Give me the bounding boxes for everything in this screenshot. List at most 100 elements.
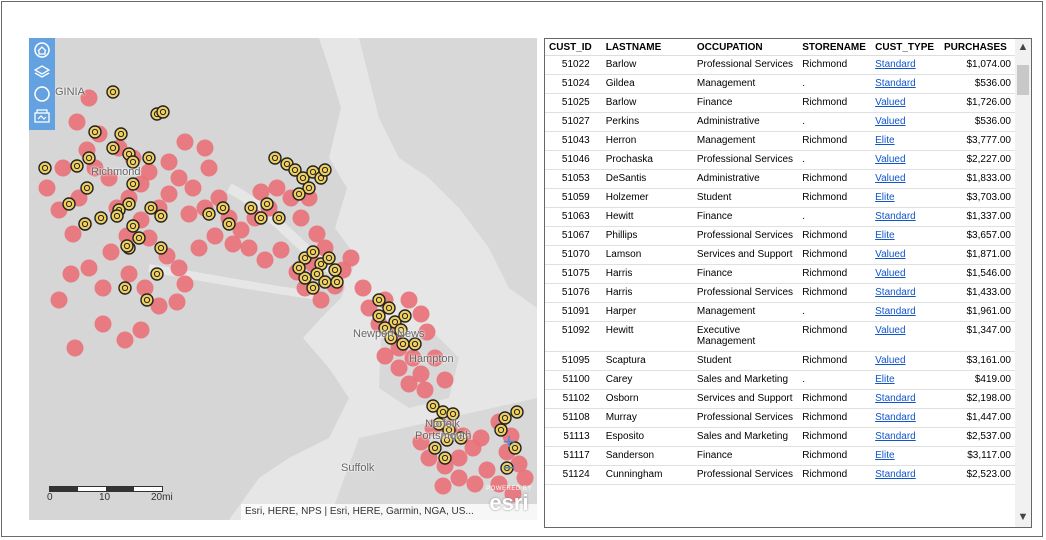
customer-cluster-point[interactable]	[416, 381, 434, 399]
customer-cluster-point[interactable]	[160, 185, 178, 203]
customer-cluster-point[interactable]	[132, 321, 150, 339]
customer-marker[interactable]	[82, 151, 96, 165]
cust-type-link[interactable]: Elite	[875, 230, 895, 241]
customer-marker[interactable]	[436, 405, 450, 419]
cust-type-link[interactable]: Valued	[875, 355, 906, 366]
customer-marker[interactable]	[260, 197, 274, 211]
customer-cluster-point[interactable]	[170, 169, 188, 187]
cell-cust-type[interactable]: Elite	[871, 188, 941, 208]
customer-cluster-point[interactable]	[102, 243, 120, 261]
customer-marker[interactable]	[88, 125, 102, 139]
cust-type-link[interactable]: Valued	[875, 249, 906, 260]
table-row[interactable]: 51025 Barlow Finance Richmond Valued $1,726.0…	[545, 93, 1015, 113]
customer-cluster-point[interactable]	[404, 349, 422, 367]
customer-marker[interactable]	[298, 271, 312, 285]
customer-cluster-point[interactable]	[252, 183, 270, 201]
map-view[interactable]: GINIA Richmond Newport News Hampton Norf…	[29, 38, 537, 520]
customer-cluster-point[interactable]	[200, 159, 218, 177]
customer-clusters[interactable]	[29, 38, 537, 520]
customer-marker[interactable]	[426, 399, 440, 413]
column-header-cust-id[interactable]: CUST_ID	[545, 39, 602, 56]
table-row[interactable]: 51027 Perkins Administrative. Valued $536.00	[545, 112, 1015, 132]
customer-marker[interactable]	[398, 309, 412, 323]
customer-cluster-point[interactable]	[206, 227, 224, 245]
cust-type-link[interactable]: Valued	[875, 154, 906, 165]
map-attribution[interactable]: Esri, HERE, NPS | Esri, HERE, Garmin, NG…	[241, 504, 537, 520]
cust-type-link[interactable]: Standard	[875, 59, 916, 70]
table-row[interactable]: 51117 Sanderson Finance Richmond Elite $3,117…	[545, 446, 1015, 466]
customer-cluster-point[interactable]	[412, 305, 430, 323]
customer-marker[interactable]	[120, 239, 134, 253]
customer-cluster-point[interactable]	[136, 279, 154, 297]
customer-cluster-point[interactable]	[418, 323, 436, 341]
customer-cluster-point[interactable]	[80, 259, 98, 277]
customer-cluster-point[interactable]	[516, 469, 534, 487]
customer-cluster-point[interactable]	[180, 205, 198, 223]
cust-type-link[interactable]: Standard	[875, 412, 916, 423]
customer-marker[interactable]	[446, 407, 460, 421]
table-row[interactable]: 51063 Hewitt Finance. Standard $1,337.00	[545, 207, 1015, 227]
customer-cluster-point[interactable]	[196, 139, 214, 157]
cust-type-link[interactable]: Elite	[875, 135, 895, 146]
cell-cust-type[interactable]: Standard	[871, 283, 941, 303]
customer-marker[interactable]	[328, 263, 342, 277]
customer-marker[interactable]	[122, 197, 136, 211]
customer-cluster-point[interactable]	[68, 113, 86, 131]
customer-marker[interactable]	[202, 207, 216, 221]
cust-type-link[interactable]: Standard	[875, 211, 916, 222]
customer-cluster-point[interactable]	[80, 89, 98, 107]
cell-cust-type[interactable]: Elite	[871, 370, 941, 390]
customer-marker[interactable]	[150, 267, 164, 281]
customer-marker[interactable]	[154, 241, 168, 255]
customer-cluster-point[interactable]	[116, 331, 134, 349]
cust-type-link[interactable]: Valued	[875, 325, 906, 336]
column-header-occupation[interactable]: OCCUPATION	[692, 39, 799, 56]
table-row[interactable]: 51022 Barlow Professional Services Richmond…	[545, 55, 1015, 75]
customer-marker[interactable]	[272, 211, 286, 225]
customer-marker[interactable]	[296, 171, 310, 185]
cust-type-link[interactable]: Valued	[875, 268, 906, 279]
table-row[interactable]: 51070 Lamson Services and Support Richmond V…	[545, 245, 1015, 265]
customer-marker[interactable]	[288, 163, 302, 177]
customer-marker[interactable]	[62, 197, 76, 211]
customer-marker[interactable]	[114, 127, 128, 141]
customer-cluster-point[interactable]	[426, 349, 444, 367]
customer-marker[interactable]	[494, 423, 508, 437]
column-header-storename[interactable]: STORENAME	[798, 39, 872, 56]
cell-cust-type[interactable]: Standard	[871, 465, 941, 485]
customer-cluster-point[interactable]	[312, 291, 330, 309]
customer-cluster-point[interactable]	[150, 297, 168, 315]
cust-type-link[interactable]: Standard	[875, 393, 916, 404]
customer-cluster-point[interactable]	[94, 315, 112, 333]
customer-cluster-point[interactable]	[434, 477, 452, 495]
cell-cust-type[interactable]: Standard	[871, 408, 941, 428]
table-row[interactable]: 51100 Carey Sales and Marketing. Elite $419.…	[545, 370, 1015, 390]
table-row[interactable]: 51043 Herron Management Richmond Elite $3,777…	[545, 131, 1015, 151]
customer-marker[interactable]	[94, 211, 108, 225]
customer-cluster-point[interactable]	[190, 239, 208, 257]
customer-table-panel[interactable]: CUST_ID LASTNAME OCCUPATION STORENAME CU…	[544, 38, 1032, 528]
customer-marker[interactable]	[394, 323, 408, 337]
table-row[interactable]: 51113 Esposito Sales and Marketing Richmond…	[545, 427, 1015, 447]
customer-marker[interactable]	[508, 441, 522, 455]
customer-marker[interactable]	[440, 433, 454, 447]
customer-marker[interactable]	[78, 217, 92, 231]
customer-marker[interactable]	[126, 177, 140, 191]
customer-marker[interactable]	[438, 451, 452, 465]
cell-cust-type[interactable]: Elite	[871, 446, 941, 466]
column-header-lastname[interactable]: LASTNAME	[601, 39, 693, 56]
table-row[interactable]: 51095 Scaptura Student Richmond Valued $3,161…	[545, 351, 1015, 371]
customer-cluster-point[interactable]	[308, 225, 326, 243]
scroll-down-arrow-icon[interactable]: ▼	[1017, 511, 1029, 523]
customer-marker[interactable]	[306, 245, 320, 259]
customer-marker[interactable]	[70, 159, 84, 173]
customer-marker[interactable]	[432, 417, 446, 431]
cell-cust-type[interactable]: Valued	[871, 321, 941, 352]
cell-cust-type[interactable]: Standard	[871, 55, 941, 75]
customer-cluster-point[interactable]	[478, 461, 496, 479]
esri-logo[interactable]: POWERED BY esri	[483, 486, 535, 516]
customer-marker[interactable]	[322, 251, 336, 265]
customer-cluster-point[interactable]	[268, 179, 286, 197]
cust-type-link[interactable]: Elite	[875, 374, 895, 385]
cell-cust-type[interactable]: Valued	[871, 93, 941, 113]
